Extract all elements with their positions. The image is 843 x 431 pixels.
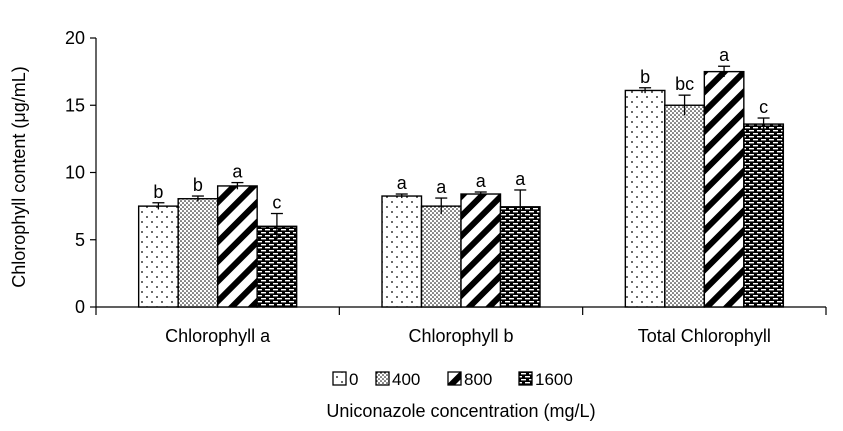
significance-label: c xyxy=(759,97,768,117)
legend: 0 400 800 1600 xyxy=(332,370,573,389)
bar xyxy=(743,123,785,308)
bar xyxy=(703,70,745,308)
bar xyxy=(137,205,179,308)
significance-label: a xyxy=(436,177,447,197)
legend-swatch xyxy=(518,371,533,386)
bar xyxy=(216,185,258,308)
y-tick-label: 5 xyxy=(75,230,85,250)
legend-label: 1600 xyxy=(535,370,573,389)
significance-label: a xyxy=(719,45,730,65)
y-axis: 0 5 10 15 20 xyxy=(65,28,97,317)
significance-label: a xyxy=(397,173,408,193)
significance-label: a xyxy=(476,171,487,191)
bar xyxy=(177,198,219,308)
bar xyxy=(460,193,502,308)
x-category-label: Chlorophyll b xyxy=(408,326,513,346)
legend-label: 400 xyxy=(392,370,420,389)
bar xyxy=(256,225,298,308)
significance-label: a xyxy=(232,162,243,182)
legend-label: 0 xyxy=(349,370,358,389)
legend-label: 800 xyxy=(464,370,492,389)
y-tick-label: 20 xyxy=(65,28,85,48)
legend-swatch xyxy=(447,371,462,386)
y-tick-label: 10 xyxy=(65,163,85,183)
y-tick-label: 0 xyxy=(75,297,85,317)
significance-label: b xyxy=(640,67,650,87)
x-category-label: Total Chlorophyll xyxy=(638,326,771,346)
y-axis-title: Chlorophyll content (μg/mL) xyxy=(9,66,29,287)
bar xyxy=(664,104,706,308)
bar xyxy=(624,89,666,308)
significance-label: bc xyxy=(675,74,694,94)
significance-label: a xyxy=(515,169,526,189)
bar xyxy=(420,205,462,308)
significance-label: b xyxy=(193,175,203,195)
x-axis: Chlorophyll a Chlorophyll b Total Chloroph… xyxy=(95,306,827,346)
bar xyxy=(381,195,423,308)
bars: b b a c a a a a b bc a c xyxy=(137,45,785,308)
legend-swatch xyxy=(375,371,390,386)
legend-swatch xyxy=(332,371,347,386)
x-axis-title: Uniconazole concentration (mg/L) xyxy=(326,401,595,421)
y-tick-label: 15 xyxy=(65,95,85,115)
significance-label: b xyxy=(153,182,163,202)
x-category-label: Chlorophyll a xyxy=(165,326,271,346)
significance-label: c xyxy=(272,193,281,213)
